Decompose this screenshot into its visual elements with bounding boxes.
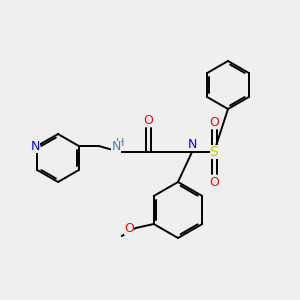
Text: N: N	[111, 140, 121, 154]
Text: N: N	[31, 140, 40, 152]
Text: N: N	[187, 137, 197, 151]
Text: S: S	[210, 145, 218, 159]
Text: O: O	[209, 176, 219, 188]
Text: O: O	[143, 113, 153, 127]
Text: O: O	[209, 116, 219, 128]
Text: O: O	[124, 221, 134, 235]
Text: H: H	[116, 138, 124, 148]
